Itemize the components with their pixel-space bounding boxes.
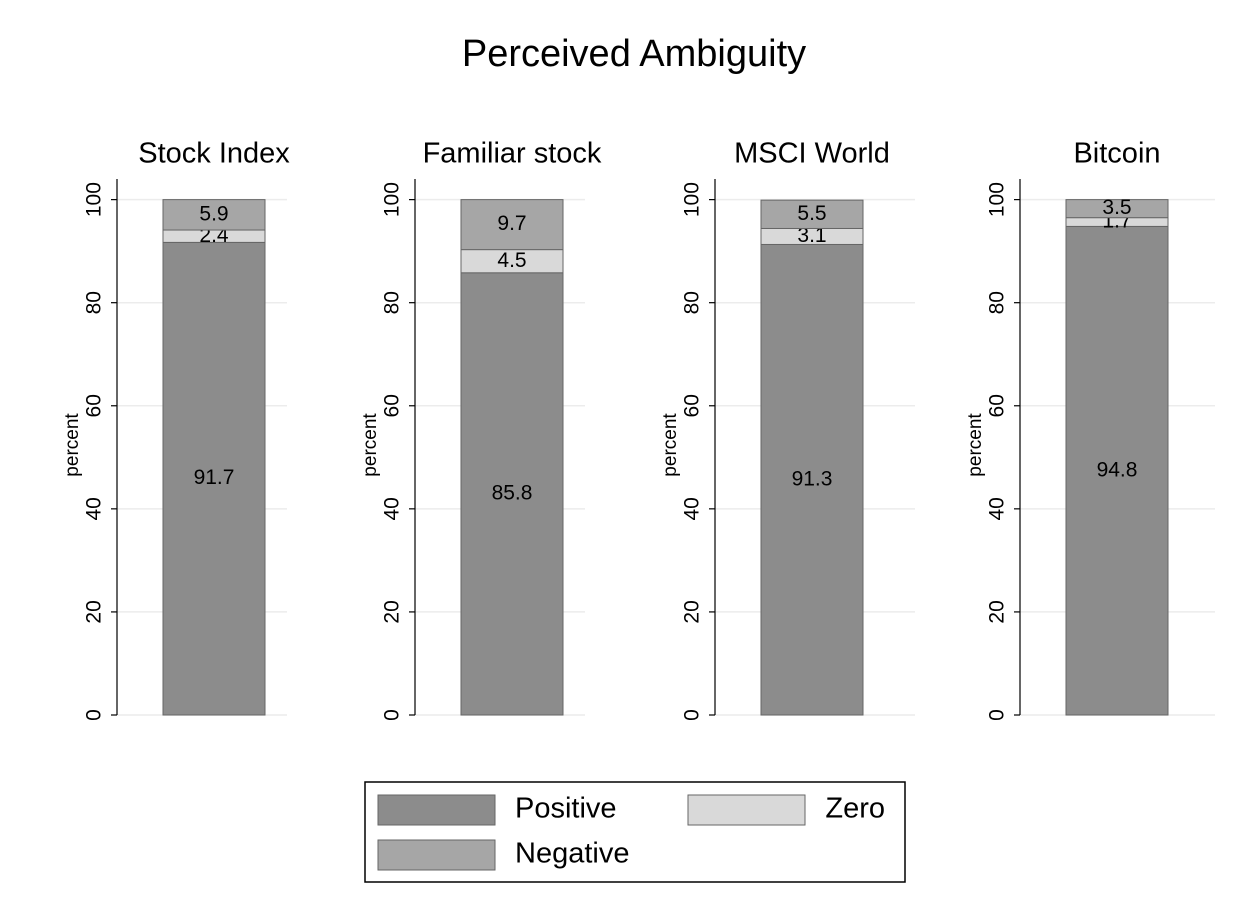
y-axis-label: percent — [62, 413, 83, 477]
data-label: 5.9 — [199, 202, 228, 225]
bar-segment — [460, 199, 564, 251]
y-tick-label: 100 — [381, 182, 404, 217]
y-tick-label: 60 — [381, 394, 404, 417]
y-tick-label: 20 — [681, 600, 704, 623]
y-tick-label: 20 — [83, 600, 106, 623]
data-label: 9.7 — [497, 212, 526, 235]
y-tick-label: 60 — [986, 394, 1009, 417]
y-axis-label: percent — [660, 413, 681, 477]
panel-title: MSCI World — [734, 138, 890, 170]
y-tick-label: 40 — [681, 497, 704, 520]
y-tick-label: 100 — [681, 182, 704, 217]
bar-segment — [1065, 225, 1169, 716]
chart-title: Perceived Ambiguity — [462, 33, 806, 75]
bar-segment — [1065, 199, 1169, 219]
y-tick-label: 60 — [83, 394, 106, 417]
data-label: 3.1 — [797, 224, 826, 247]
y-tick-label: 0 — [381, 709, 404, 721]
data-label: 91.3 — [792, 467, 833, 490]
y-tick-label: 0 — [83, 709, 106, 721]
panel-title: Bitcoin — [1073, 138, 1160, 170]
y-axis-label: percent — [965, 413, 986, 477]
y-tick-label: 80 — [381, 291, 404, 314]
y-tick-label: 60 — [681, 394, 704, 417]
y-tick-label: 80 — [83, 291, 106, 314]
data-label: 85.8 — [492, 481, 533, 504]
y-tick-label: 40 — [986, 497, 1009, 520]
y-tick-label: 40 — [83, 497, 106, 520]
data-label: 94.8 — [1097, 458, 1138, 481]
panel-title: Familiar stock — [423, 138, 602, 170]
data-label: 91.7 — [194, 466, 235, 489]
legend-swatch — [377, 794, 496, 826]
data-label: 3.5 — [1102, 196, 1131, 219]
y-tick-label: 100 — [83, 182, 106, 217]
legend-label: Positive — [515, 793, 617, 825]
y-tick-label: 40 — [381, 497, 404, 520]
bar-segment — [162, 199, 266, 231]
y-tick-label: 0 — [681, 709, 704, 721]
legend-label: Zero — [825, 793, 885, 825]
legend-swatch — [377, 839, 496, 871]
bar-segment — [162, 241, 266, 716]
data-label: 5.5 — [797, 202, 826, 225]
y-axis-label: percent — [360, 413, 381, 477]
y-tick-label: 100 — [986, 182, 1009, 217]
legend-label: Negative — [515, 838, 629, 870]
y-tick-label: 0 — [986, 709, 1009, 721]
bar-segment — [760, 199, 864, 229]
bar-segment — [760, 243, 864, 716]
y-tick-label: 80 — [986, 291, 1009, 314]
y-tick-label: 20 — [986, 600, 1009, 623]
legend-swatch — [687, 794, 806, 826]
y-tick-label: 20 — [381, 600, 404, 623]
data-label: 4.5 — [497, 249, 526, 272]
panel-title: Stock Index — [138, 138, 290, 170]
y-tick-label: 80 — [681, 291, 704, 314]
